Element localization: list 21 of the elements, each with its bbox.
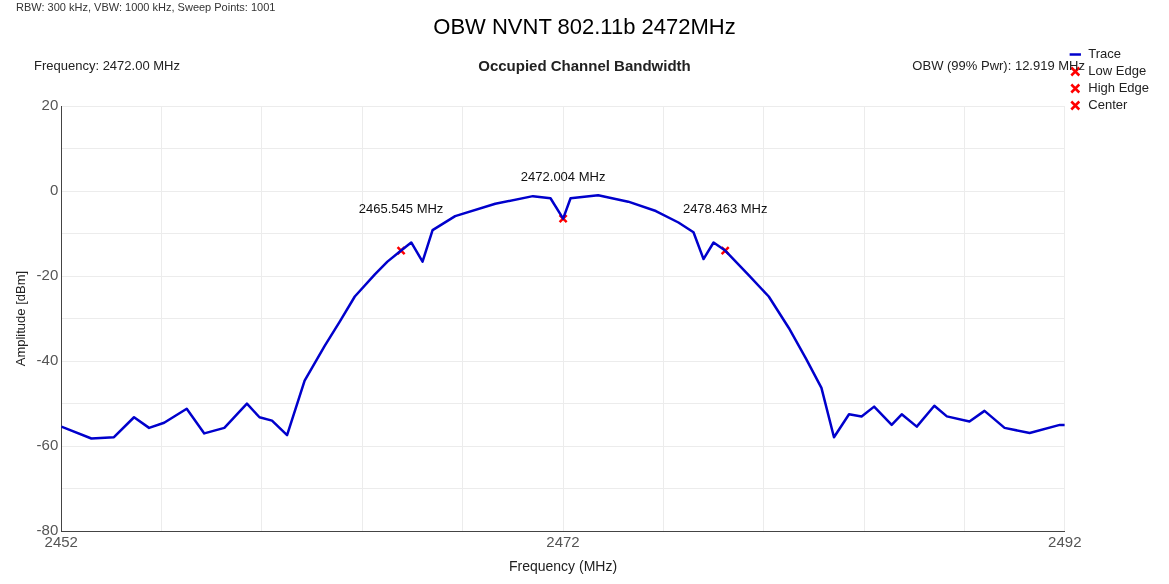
chart-title: OBW NVNT 802.11b 2472MHz <box>432 14 737 40</box>
annotation: 2478.463 MHz <box>682 200 768 216</box>
legend-label: Trace <box>1088 46 1122 62</box>
text: Frequency: 2472.00 MHz <box>34 58 180 73</box>
legend-label: Center <box>1088 97 1128 113</box>
y-axis-title: Amplitude [dBm] <box>13 270 29 367</box>
x-tick-label: 2492 <box>1048 533 1082 551</box>
text: RBW: 300 kHz, VBW: 1000 kHz, Sweep Points: 1001 <box>16 1 276 13</box>
legend-label: High Edge <box>1088 80 1150 96</box>
y-tick-label: 0 <box>49 181 59 199</box>
annotation: 2465.545 MHz <box>358 200 444 216</box>
x-axis-title: Frequency (MHz) <box>508 558 618 575</box>
chart-subtitle: Occupied Channel Bandwidth <box>478 57 691 75</box>
y-tick-label: -60 <box>36 436 59 454</box>
annotation: 2472.004 MHz <box>520 168 606 184</box>
y-tick-label: -40 <box>36 351 59 369</box>
text: OBW (99% Pwr): 12.919 MHz <box>912 58 1085 73</box>
y-tick-label: 20 <box>41 96 59 114</box>
legend-label: Low Edge <box>1088 63 1147 79</box>
x-tick-label: 2472 <box>546 533 580 551</box>
y-tick-label: -20 <box>36 266 59 284</box>
